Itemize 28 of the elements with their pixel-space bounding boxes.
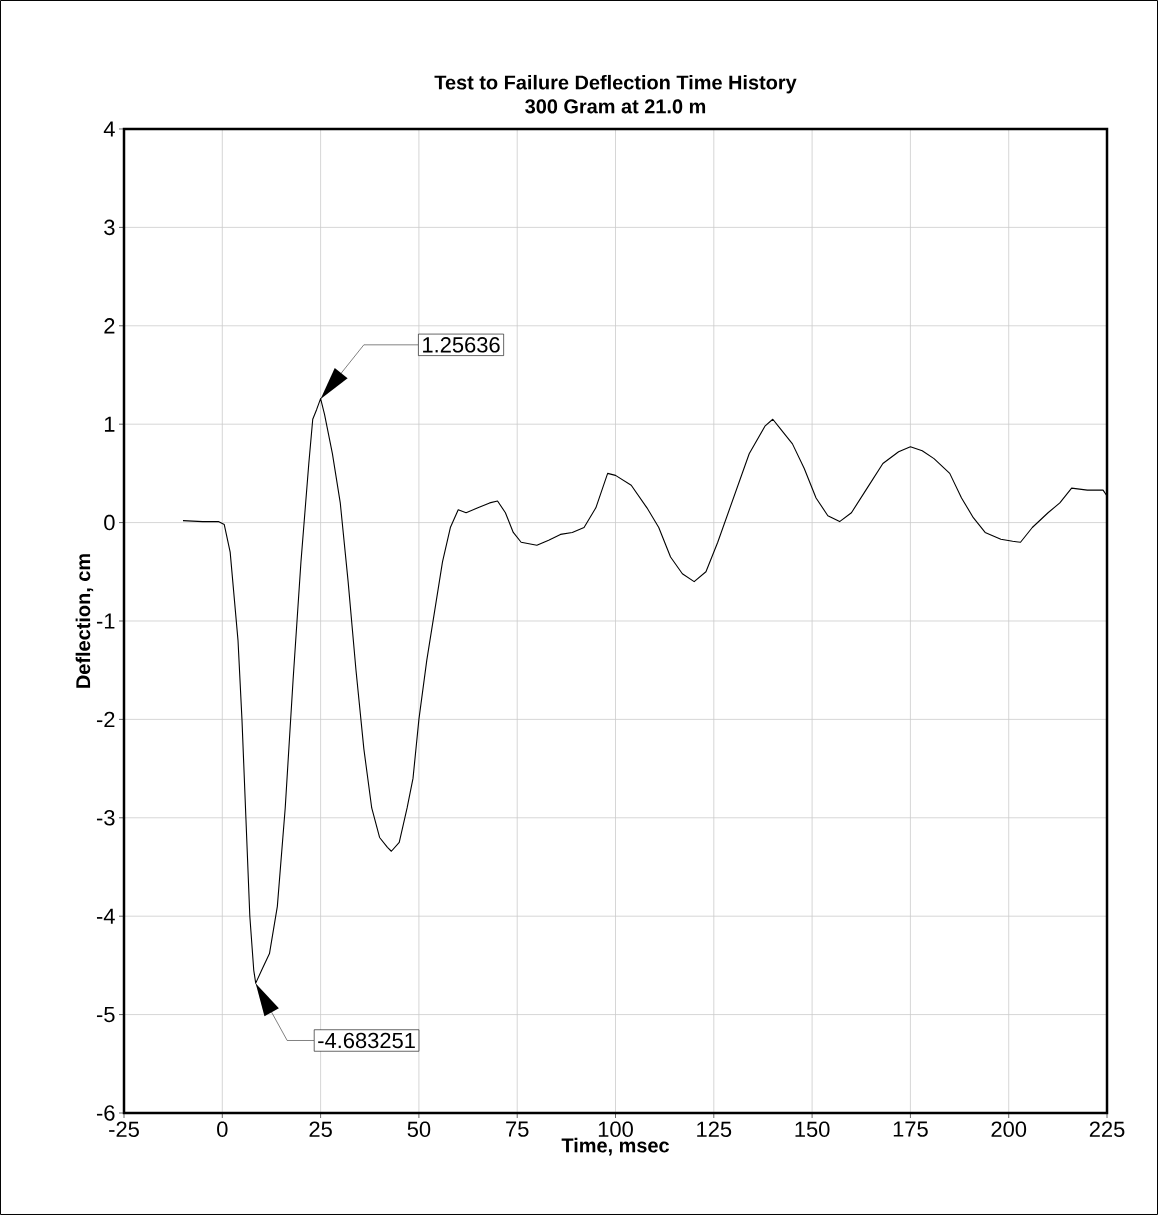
y-tick-label: 1: [104, 416, 115, 432]
annotation: -4.683251: [318, 1032, 415, 1049]
x-tick-label: 0: [217, 1121, 228, 1138]
y-tick-label: -1: [96, 613, 115, 629]
y-tick-label: -5: [96, 1006, 115, 1023]
y-tick-label: 2: [104, 318, 115, 334]
chart-title: Test to Failure Deflection Time History: [434, 74, 797, 94]
x-axis-title: Time, msec: [561, 1137, 669, 1156]
x-tick-label: 175: [893, 1121, 928, 1137]
y-tick-label: 0: [104, 514, 115, 531]
chart-subtitle: 300 Gram at 21.0 m: [525, 99, 706, 114]
annotation: 1.25636: [423, 337, 500, 353]
y-tick-label: -3: [96, 810, 115, 826]
y-tick-label: -4: [96, 908, 115, 924]
x-tick-label: 225: [1089, 1121, 1125, 1138]
y-axis-title: Deflection, cm: [75, 554, 94, 688]
x-tick-label: 100: [598, 1121, 633, 1138]
y-tick-label: 3: [104, 219, 115, 236]
y-tick-label: 4: [103, 121, 115, 137]
x-tick-label: 25: [309, 1121, 332, 1138]
x-tick-label: 50: [407, 1121, 431, 1138]
x-tick-label: 200: [991, 1121, 1027, 1138]
y-tick-label: -6: [96, 1105, 115, 1121]
x-tick-label: 150: [795, 1121, 830, 1138]
x-tick-label: -25: [109, 1121, 139, 1138]
x-tick-label: 125: [697, 1121, 732, 1138]
y-tick-label: -2: [96, 711, 115, 728]
x-tick-label: 75: [506, 1121, 529, 1137]
